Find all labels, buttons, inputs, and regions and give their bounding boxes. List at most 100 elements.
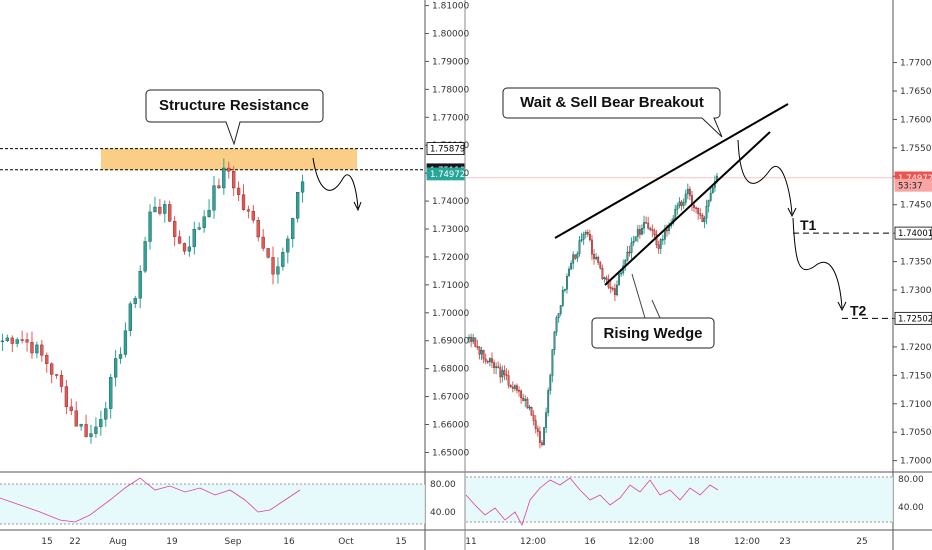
right-candle-89 (653, 230, 656, 235)
rsi-right-level-40: 40.00 (898, 503, 924, 513)
right-candle-20 (509, 385, 512, 388)
right-xtick-1: 12:00 (520, 537, 546, 547)
right-candle-14 (497, 366, 500, 368)
left-candle-6 (30, 342, 34, 354)
left-candle-37 (182, 243, 187, 252)
left-candle-29 (143, 241, 147, 272)
projection-arrows (312, 139, 847, 312)
right-candle-53 (578, 240, 581, 254)
left-ytick-13: 1.78000 (432, 85, 469, 95)
left-ytick-12: 1.77000 (432, 113, 469, 123)
left-candle-7 (35, 344, 39, 354)
left-candle-33 (163, 204, 167, 214)
left-candle-23 (113, 358, 118, 378)
left-candle-41 (202, 216, 206, 228)
right-candle-111 (699, 213, 702, 216)
right-ytick-14: 1.77000 (900, 59, 932, 69)
left-candle-51 (251, 210, 255, 221)
right-candle-110 (697, 208, 700, 214)
left-candle-56 (276, 266, 280, 275)
right-candle-117 (711, 187, 714, 194)
right-candle-57 (586, 232, 589, 235)
left-candle-0 (0, 340, 5, 343)
target-t1-label: T1 (800, 217, 817, 233)
rsi-pane-right: 80.00 40.00 (465, 475, 924, 527)
right-candle-42 (555, 317, 558, 333)
right-candle-34 (538, 431, 541, 443)
left-candle-27 (133, 298, 137, 304)
right-candle-116 (709, 192, 712, 201)
callout-rising-wedge: Rising Wedge (604, 325, 703, 342)
left-candle-5 (25, 339, 29, 343)
right-candle-66 (605, 277, 608, 280)
right-candle-55 (582, 233, 585, 240)
left-ytick-15: 1.80000 (432, 30, 469, 40)
right-candle-104 (684, 193, 687, 203)
left-candle-42 (207, 210, 211, 217)
right-candle-27 (524, 398, 527, 401)
right-candle-114 (705, 206, 708, 219)
right-candle-95 (666, 229, 668, 232)
right-candle-61 (595, 257, 598, 259)
left-candle-43 (212, 185, 216, 211)
left-candle-30 (148, 211, 152, 242)
right-candle-6 (480, 350, 483, 355)
left-candle-53 (261, 236, 265, 249)
left-candle-52 (256, 220, 260, 238)
left-ytick-0: 1.65000 (432, 448, 469, 458)
left-ytick-7: 1.72000 (432, 253, 469, 263)
left-candle-2 (10, 337, 14, 344)
right-candle-33 (536, 428, 539, 432)
left-ytick-9: 1.74000 (432, 197, 469, 207)
right-candle-83 (641, 228, 643, 235)
left-price-badge-text-2: 1.74972 (430, 170, 465, 180)
right-candle-113 (703, 217, 706, 222)
right-candle-84 (643, 222, 645, 229)
left-candle-19 (94, 426, 98, 434)
callout-wait-sell: Wait & Sell Bear Breakout (520, 94, 704, 111)
left-candle-35 (173, 221, 177, 237)
left-candle-36 (177, 236, 182, 244)
right-candle-10 (488, 358, 491, 362)
right-candle-105 (686, 188, 689, 195)
left-ytick-3: 1.68000 (432, 365, 469, 375)
resistance-zone (0, 148, 425, 171)
right-xtick-7: 25 (856, 537, 867, 547)
right-candle-30 (530, 406, 533, 416)
right-candle-21 (511, 386, 514, 389)
right-candle-103 (682, 202, 685, 206)
right-candle-109 (695, 207, 698, 209)
left-candle-22 (109, 377, 113, 409)
left-xtick-7: 15 (395, 537, 406, 547)
right-candle-40 (551, 349, 554, 376)
right-candle-32 (534, 420, 537, 429)
left-candle-31 (153, 206, 157, 213)
left-candle-39 (192, 229, 196, 248)
right-candle-85 (645, 222, 648, 224)
right-candle-12 (493, 362, 495, 368)
right-candle-37 (545, 412, 548, 428)
right-candle-72 (618, 273, 620, 286)
right-candle-80 (634, 236, 637, 242)
right-price-badge-text-3: 1.72502 (898, 314, 932, 324)
right-price-badge-text-1: 53:37 (898, 181, 923, 191)
right-candle-47 (566, 276, 568, 290)
left-candle-10 (50, 363, 54, 375)
left-price-badge-2 (426, 167, 465, 181)
left-xtick-6: Oct (338, 537, 354, 547)
right-candle-112 (701, 215, 704, 222)
callout-structure-resistance: Structure Resistance (159, 97, 309, 114)
right-candle-76 (626, 251, 629, 261)
right-candle-59 (591, 239, 593, 255)
left-xtick-3: 19 (166, 537, 178, 547)
left-candle-44 (217, 185, 221, 189)
right-candle-19 (507, 375, 510, 386)
left-candle-16 (79, 424, 83, 427)
left-price-badge-text-0: 1.75879 (430, 145, 465, 155)
right-candle-88 (651, 229, 654, 231)
left-candle-25 (123, 330, 128, 355)
right-candle-70 (613, 288, 616, 296)
right-ytick-9: 1.74500 (900, 201, 932, 211)
left-candle-34 (168, 204, 172, 222)
